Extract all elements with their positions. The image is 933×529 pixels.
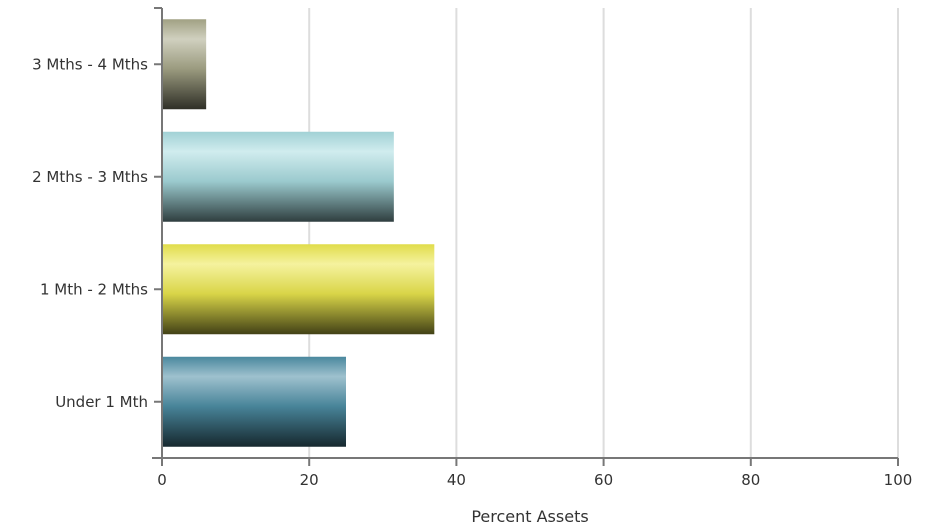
x-tick-label: 40 (447, 471, 466, 489)
bar-under-1-mth[interactable] (163, 356, 346, 447)
x-tick-label: 60 (594, 471, 613, 489)
labels: 0 20 40 60 80 100 Under 1 Mth 1 Mth - 2 Mths 2 M… (32, 7, 913, 489)
x-tick-label: 100 (884, 471, 913, 489)
x-tick-label: 0 (157, 471, 167, 489)
y-category-label: 3 Mths - 4 Mths (32, 55, 148, 73)
bar-3-mths-4-mths[interactable] (163, 19, 207, 110)
x-tick-label: 20 (300, 471, 319, 489)
y-category-label: Under 1 Mth (55, 393, 148, 411)
x-tick-label: 80 (741, 471, 760, 489)
gridlines (308, 8, 899, 458)
x-axis-title: Percent Assets (471, 507, 588, 526)
bar-1-mth-2-mths[interactable] (163, 244, 435, 335)
y-category-label: 2 Mths - 3 Mths (32, 168, 148, 186)
bar-2-mths-3-mths[interactable] (163, 131, 394, 222)
axes (152, 8, 898, 459)
bars (163, 19, 435, 447)
y-category-label: 1 Mth - 2 Mths (40, 280, 148, 298)
